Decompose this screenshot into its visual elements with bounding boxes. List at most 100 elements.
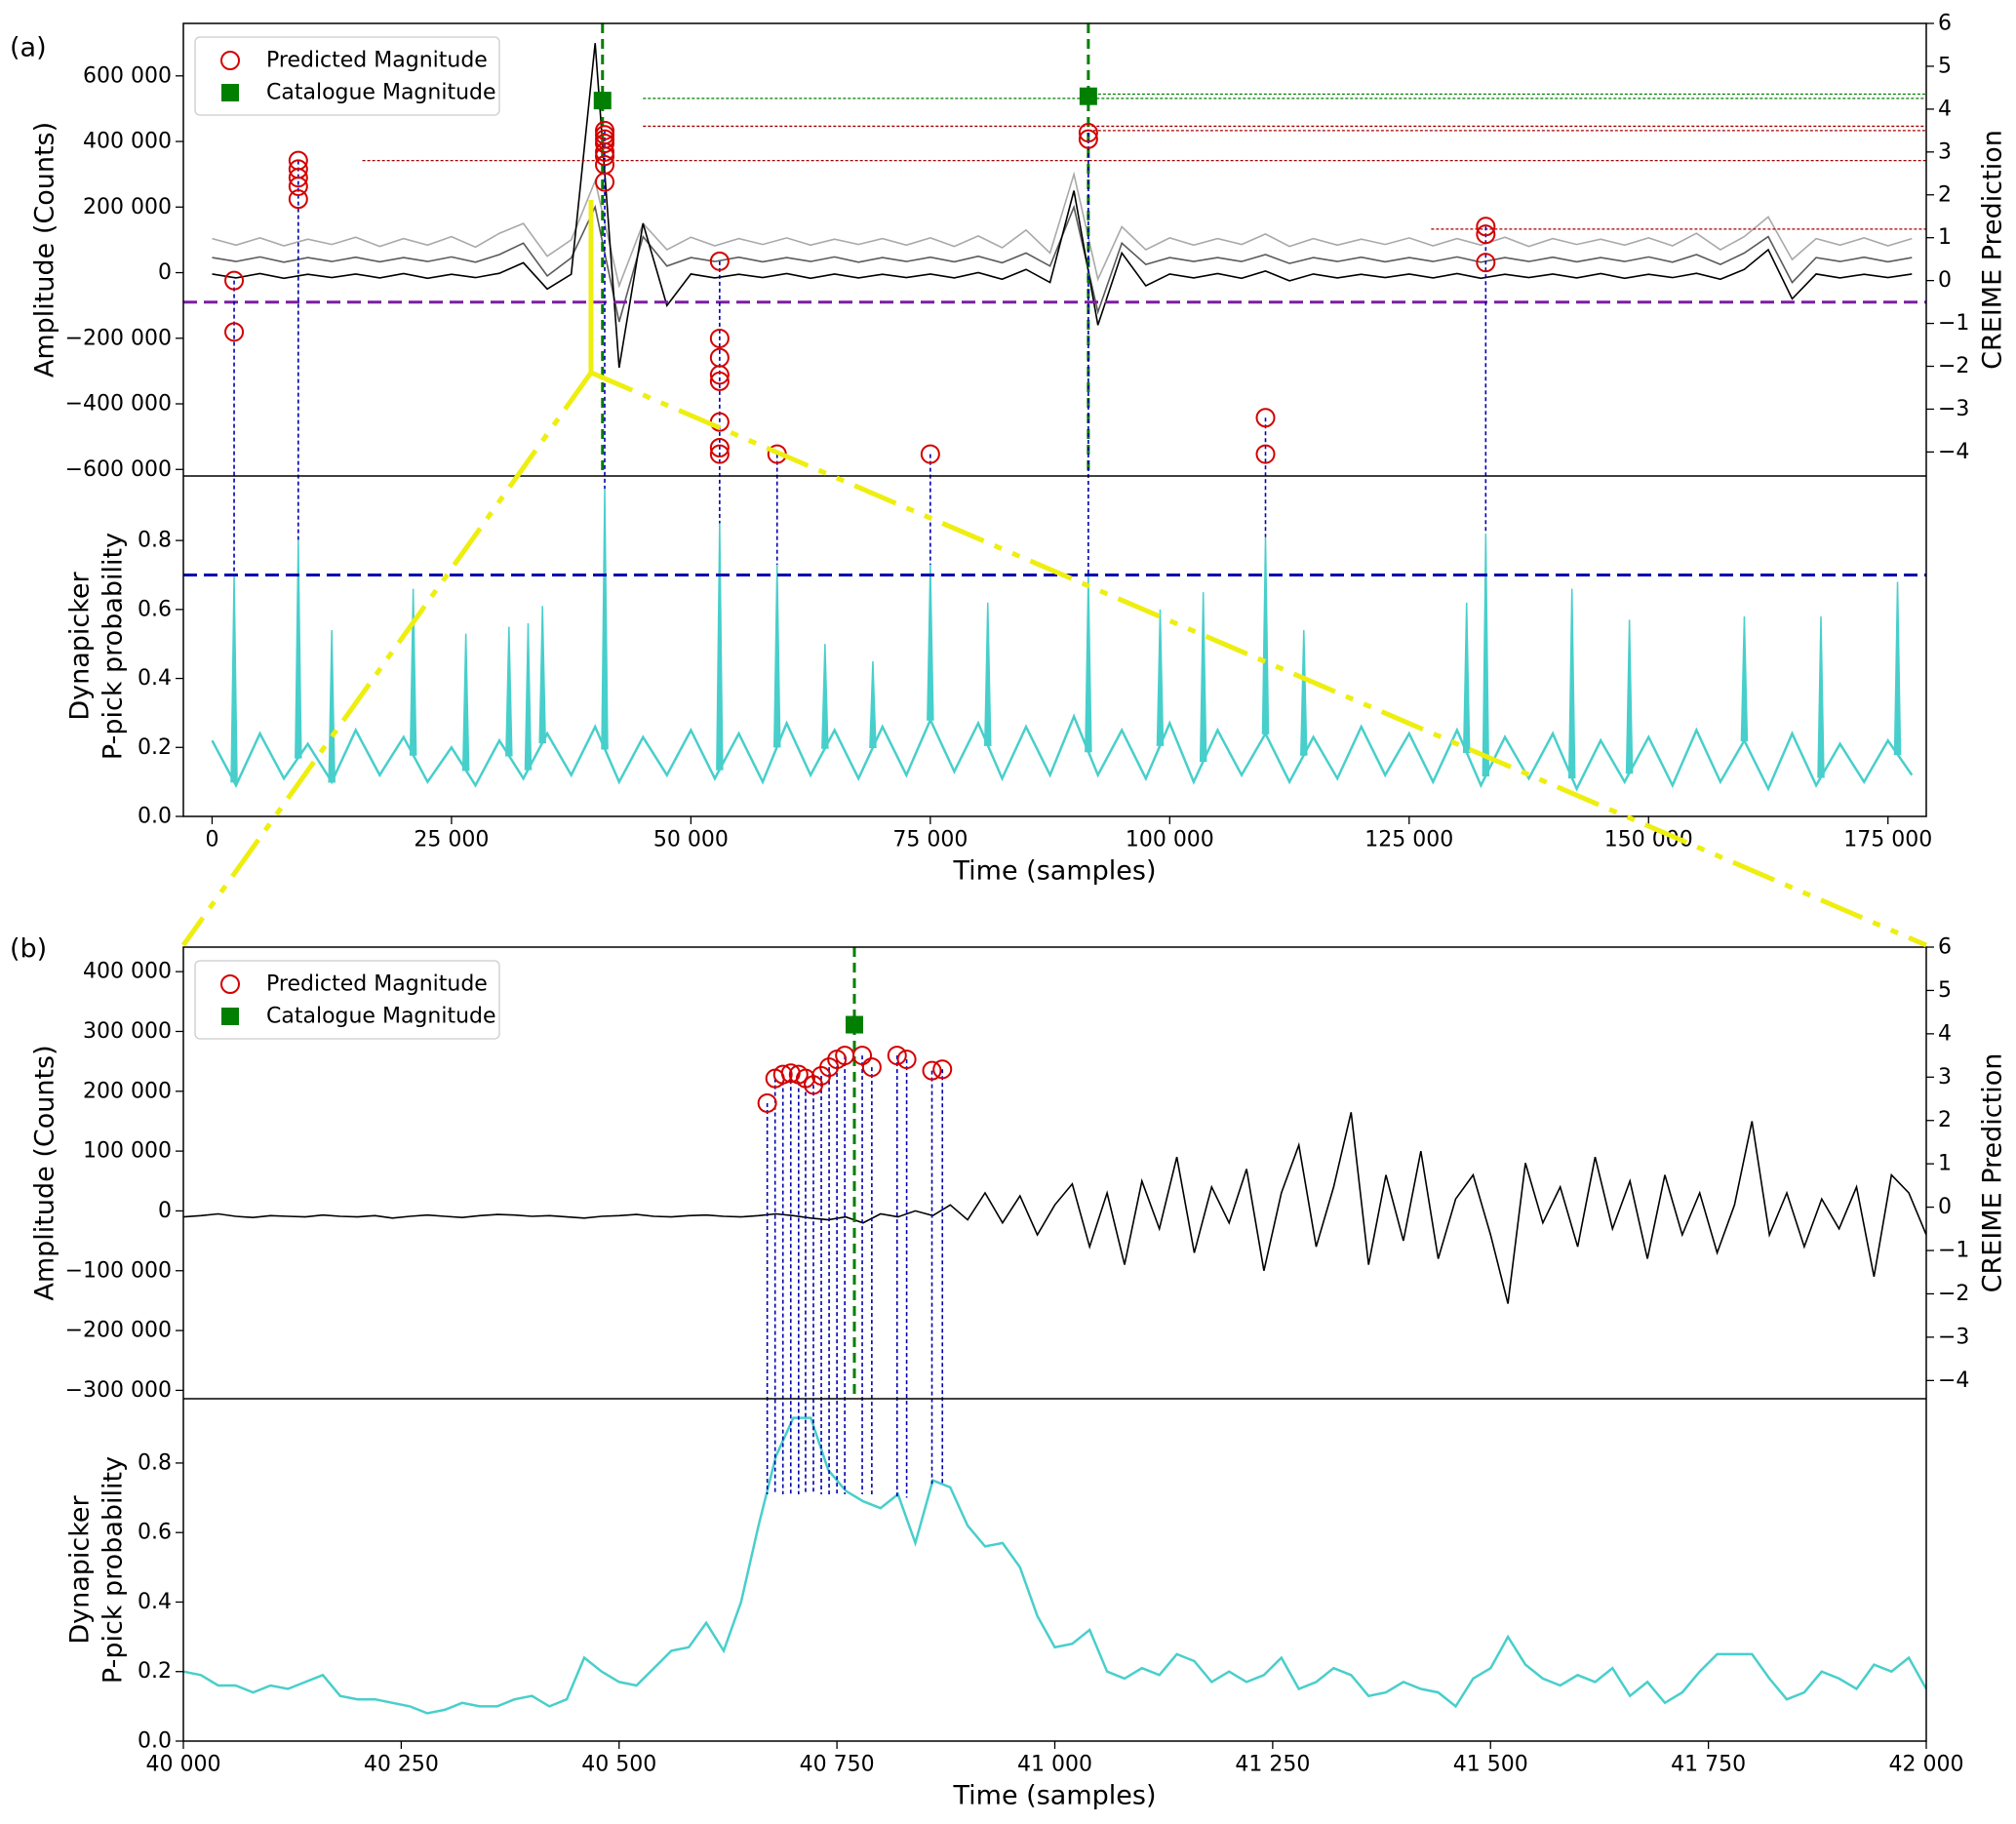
y-tick-label: −300 000 (65, 1378, 172, 1403)
probability-spike (1893, 581, 1902, 756)
predicted-magnitude (288, 189, 308, 210)
probability-spike (295, 540, 302, 759)
prob-tick-label: 0.4 (138, 666, 172, 691)
y2-tick-label: −4 (1938, 440, 1969, 464)
probability-spike (1482, 534, 1490, 777)
prob-axis-label: Dynapicker (65, 1494, 96, 1644)
y2-tick-label: 3 (1938, 1065, 1952, 1090)
y-tick-label: −200 000 (65, 326, 172, 350)
catalogue-magnitude (1079, 87, 1097, 105)
predicted-magnitude (288, 168, 308, 188)
legend-marker (220, 51, 240, 70)
probability-spike (1085, 575, 1092, 753)
waveform (212, 43, 1913, 369)
legend-box (194, 960, 500, 1040)
probability-line (211, 713, 1914, 792)
y-tick-label: −600 000 (65, 457, 172, 482)
probability-spike (538, 606, 546, 744)
y2-tick-label: 0 (1938, 1195, 1952, 1219)
y2-tick-label: 4 (1938, 97, 1952, 121)
probability-spike (601, 489, 609, 750)
y2-tick-label: 5 (1938, 54, 1952, 78)
y-tick-label: 0 (158, 1199, 172, 1223)
y2-tick-label: −3 (1938, 397, 1969, 421)
predicted-magnitude (709, 365, 730, 385)
legend-label: Predicted Magnitude (266, 49, 488, 73)
predicted-magnitude (1255, 444, 1276, 464)
probability-spike (461, 633, 470, 772)
legend-label: Catalogue Magnitude (266, 81, 496, 105)
y-tick-label: 100 000 (83, 1139, 172, 1164)
probability-spike (409, 588, 417, 756)
predicted-magnitude (1078, 129, 1098, 149)
predicted-magnitude (595, 172, 615, 192)
x-tick-label: 41 000 (1017, 1753, 1092, 1777)
x-tick-label: 40 750 (800, 1753, 875, 1777)
x-axis-label: Time (samples) (953, 1781, 1157, 1811)
predicted-magnitude (1078, 123, 1098, 143)
panel-label: (a) (10, 33, 47, 63)
waveform (183, 1112, 1926, 1304)
y2-tick-label: 1 (1938, 225, 1952, 250)
panel: −300 000 −200 000 −100 000 0 100 000 200 000 3… (10, 934, 2008, 1811)
predicted-magnitude (595, 141, 615, 162)
y-tick-label: −100 000 (65, 1258, 172, 1283)
x-tick-label: 75 000 (892, 828, 968, 853)
legend-label: Catalogue Magnitude (266, 1005, 496, 1029)
probability-spike (869, 660, 877, 749)
predicted-magnitude (224, 322, 245, 342)
probability-line (183, 1416, 1926, 1715)
y2-tick-label: 0 (1938, 268, 1952, 293)
prob-tick-label: 0.0 (138, 805, 172, 829)
y-axis-label: Amplitude (Counts) (30, 122, 60, 377)
predicted-magnitude (932, 1059, 953, 1080)
prob-axis-label: Dynapicker (65, 571, 96, 720)
predicted-magnitude (772, 1064, 793, 1085)
catalogue-magnitude (845, 1015, 863, 1034)
probability-spike (1625, 619, 1634, 774)
prob-tick-label: 0.2 (138, 1659, 172, 1684)
y2-tick-label: 6 (1938, 935, 1952, 960)
predicted-magnitude (757, 1092, 777, 1113)
predicted-magnitude (887, 1046, 907, 1066)
predicted-magnitude (1476, 217, 1496, 237)
probability-spike (1199, 592, 1207, 763)
legend-marker (220, 974, 240, 994)
y2-tick-label: 1 (1938, 1152, 1952, 1176)
legend-box (194, 36, 500, 116)
y2-axis-label: CREIME Prediction (1978, 130, 2008, 370)
prob-tick-label: 0.8 (138, 529, 172, 553)
y2-tick-label: 5 (1938, 978, 1952, 1003)
x-tick-label: 25 000 (414, 828, 489, 853)
x-tick-label: 41 750 (1671, 1753, 1746, 1777)
legend-label: Predicted Magnitude (266, 972, 488, 997)
x-tick-label: 50 000 (653, 828, 729, 853)
y2-tick-label: −3 (1938, 1325, 1969, 1349)
probability-spike (1300, 630, 1308, 756)
waveform (212, 171, 1913, 289)
x-tick-label: 175 000 (1843, 828, 1932, 853)
predicted-magnitude (1476, 253, 1496, 273)
y-tick-label: 400 000 (83, 960, 172, 984)
y2-tick-label: −2 (1938, 1282, 1969, 1306)
probability-spike (505, 626, 513, 757)
x-tick-label: 100 000 (1126, 828, 1214, 853)
predicted-magnitude (595, 120, 615, 140)
prob-axis-label: P-pick probability (99, 533, 129, 760)
prob-tick-label: 0.0 (138, 1729, 172, 1754)
probability-spike (927, 564, 934, 721)
predicted-magnitude (922, 1060, 942, 1081)
predicted-magnitude (595, 146, 615, 167)
x-tick-label: 42 000 (1889, 1753, 1964, 1777)
axes-frame (182, 22, 1927, 817)
probability-spike (772, 564, 781, 748)
predicted-magnitude (709, 328, 730, 348)
prob-tick-label: 0.6 (138, 1521, 172, 1545)
y2-tick-label: −1 (1938, 1239, 1969, 1263)
zoom-line (590, 370, 1927, 948)
x-axis-label: Time (samples) (953, 856, 1157, 887)
y2-tick-label: −1 (1938, 311, 1969, 336)
x-tick-label: 0 (205, 828, 218, 853)
y2-tick-label: 2 (1938, 182, 1952, 207)
